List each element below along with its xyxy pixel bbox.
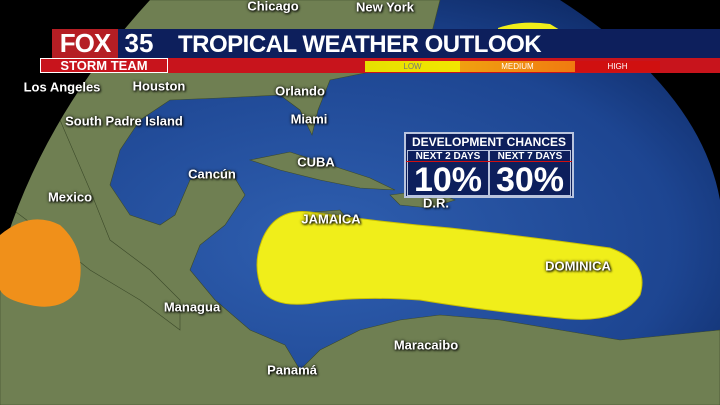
place-label: Cancún xyxy=(188,166,236,182)
development-chances-box: DEVELOPMENT CHANCES NEXT 2 DAYS 10% NEXT… xyxy=(404,132,574,198)
outlook-area-caribbean xyxy=(256,211,643,320)
place-label: Houston xyxy=(132,78,186,94)
place-label: Los Angeles xyxy=(23,79,101,95)
space-left xyxy=(0,0,150,260)
place-label: South Padre Island xyxy=(65,113,183,129)
title-bar xyxy=(160,29,720,58)
period-7-day: NEXT 7 DAYS 30% xyxy=(489,150,571,199)
place-label: DOMINICA xyxy=(545,258,611,274)
place-label: New York xyxy=(355,0,415,15)
place-label: Orlando xyxy=(275,83,325,99)
place-label: JAMAICA xyxy=(301,211,361,227)
legend-low: LOW xyxy=(365,61,460,72)
place-label: Mexico xyxy=(47,189,93,205)
place-label: Maracaibo xyxy=(393,337,459,353)
place-label: D.R. xyxy=(423,195,449,211)
legend-medium: MEDIUM xyxy=(460,61,575,72)
place-label: CUBA xyxy=(297,154,335,170)
period-2-day: NEXT 2 DAYS 10% xyxy=(407,150,489,199)
period-label: NEXT 7 DAYS xyxy=(497,151,563,162)
development-title: DEVELOPMENT CHANCES xyxy=(411,135,566,149)
fox-logo: FOX xyxy=(52,29,118,58)
place-label: Chicago xyxy=(247,0,299,14)
divider xyxy=(406,161,572,162)
page-title: TROPICAL WEATHER OUTLOOK xyxy=(178,31,542,58)
period-label: NEXT 2 DAYS xyxy=(415,151,481,162)
outlook-area-pacific xyxy=(0,219,81,307)
place-label: Panamá xyxy=(267,362,317,378)
place-label: Managua xyxy=(163,299,221,315)
channel-number: 35 xyxy=(118,29,160,58)
period-value: 30% xyxy=(495,161,565,199)
outlook-area-north xyxy=(498,22,560,30)
legend-high: HIGH xyxy=(575,61,660,72)
place-label: Miami xyxy=(290,111,328,127)
period-value: 10% xyxy=(413,161,483,199)
storm-team-logo: STORM TEAM xyxy=(40,58,168,73)
